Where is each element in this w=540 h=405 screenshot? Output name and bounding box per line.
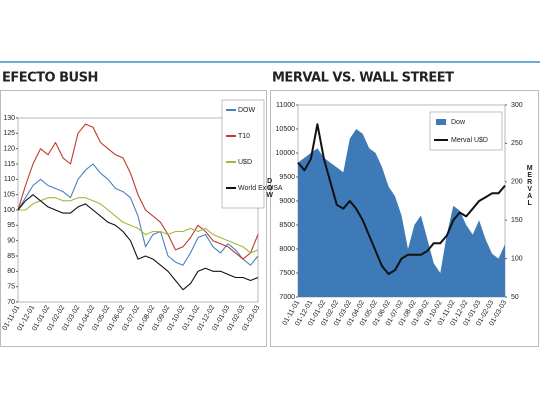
y-tick-label: 9000 [279, 198, 295, 205]
y-tick-label: 115 [4, 161, 15, 168]
legend-label: U$D [238, 159, 252, 166]
chart-frame [270, 90, 539, 347]
chart-frame [0, 90, 267, 347]
y-tick-label: 130 [3, 115, 15, 122]
y2-tick-label: 150 [511, 217, 523, 224]
y2-tick-label: 100 [511, 255, 523, 262]
y2-tick-label: 300 [511, 102, 523, 109]
y-tick-label: 8500 [279, 222, 295, 229]
axis-label: MERVAL [526, 165, 533, 207]
legend-box [221, 99, 265, 209]
y-tick-label: 105 [3, 192, 15, 199]
line [17, 163, 259, 266]
line [17, 194, 259, 291]
y-tick-label: 11000 [276, 102, 295, 109]
y-tick-label: 8000 [279, 246, 295, 253]
legend-label: Dow [451, 119, 466, 126]
y-tick-label: 10000 [276, 150, 296, 157]
y2-tick-label: 250 [511, 140, 523, 147]
legend-swatch [436, 119, 446, 125]
y-tick-label: 85 [7, 253, 15, 260]
y-tick-label: 100 [3, 207, 15, 214]
legend-box [429, 111, 503, 151]
y-tick-label: 9500 [279, 174, 295, 181]
line [18, 197, 259, 254]
line [17, 123, 259, 260]
y-tick-label: 10500 [276, 126, 296, 133]
y-tick-label: 125 [3, 130, 15, 137]
chart-title: EFECTO BUSH [2, 71, 98, 86]
line [297, 123, 506, 275]
legend-label: World Ex USA [238, 185, 283, 192]
y2-tick-label: 50 [511, 294, 519, 301]
y-tick-label: 110 [4, 176, 15, 183]
y2-tick-label: 200 [511, 179, 523, 186]
y-tick-label: 7000 [279, 294, 295, 301]
chart-title: MERVAL VS. WALL STREET [272, 71, 454, 86]
y-tick-label: 7500 [279, 270, 295, 277]
legend-label: Merval U$D [451, 137, 488, 144]
y-tick-label: 120 [3, 146, 15, 153]
y-tick-label: 95 [7, 222, 15, 229]
y-tick-label: 90 [7, 238, 15, 245]
y-tick-label: 75 [7, 284, 15, 291]
axis-label: DOW [265, 178, 273, 199]
legend-label: DOW [238, 107, 256, 114]
legend-label: T10 [238, 133, 250, 140]
y-tick-label: 70 [7, 299, 15, 306]
y-tick-label: 80 [7, 268, 15, 275]
area [298, 129, 505, 297]
